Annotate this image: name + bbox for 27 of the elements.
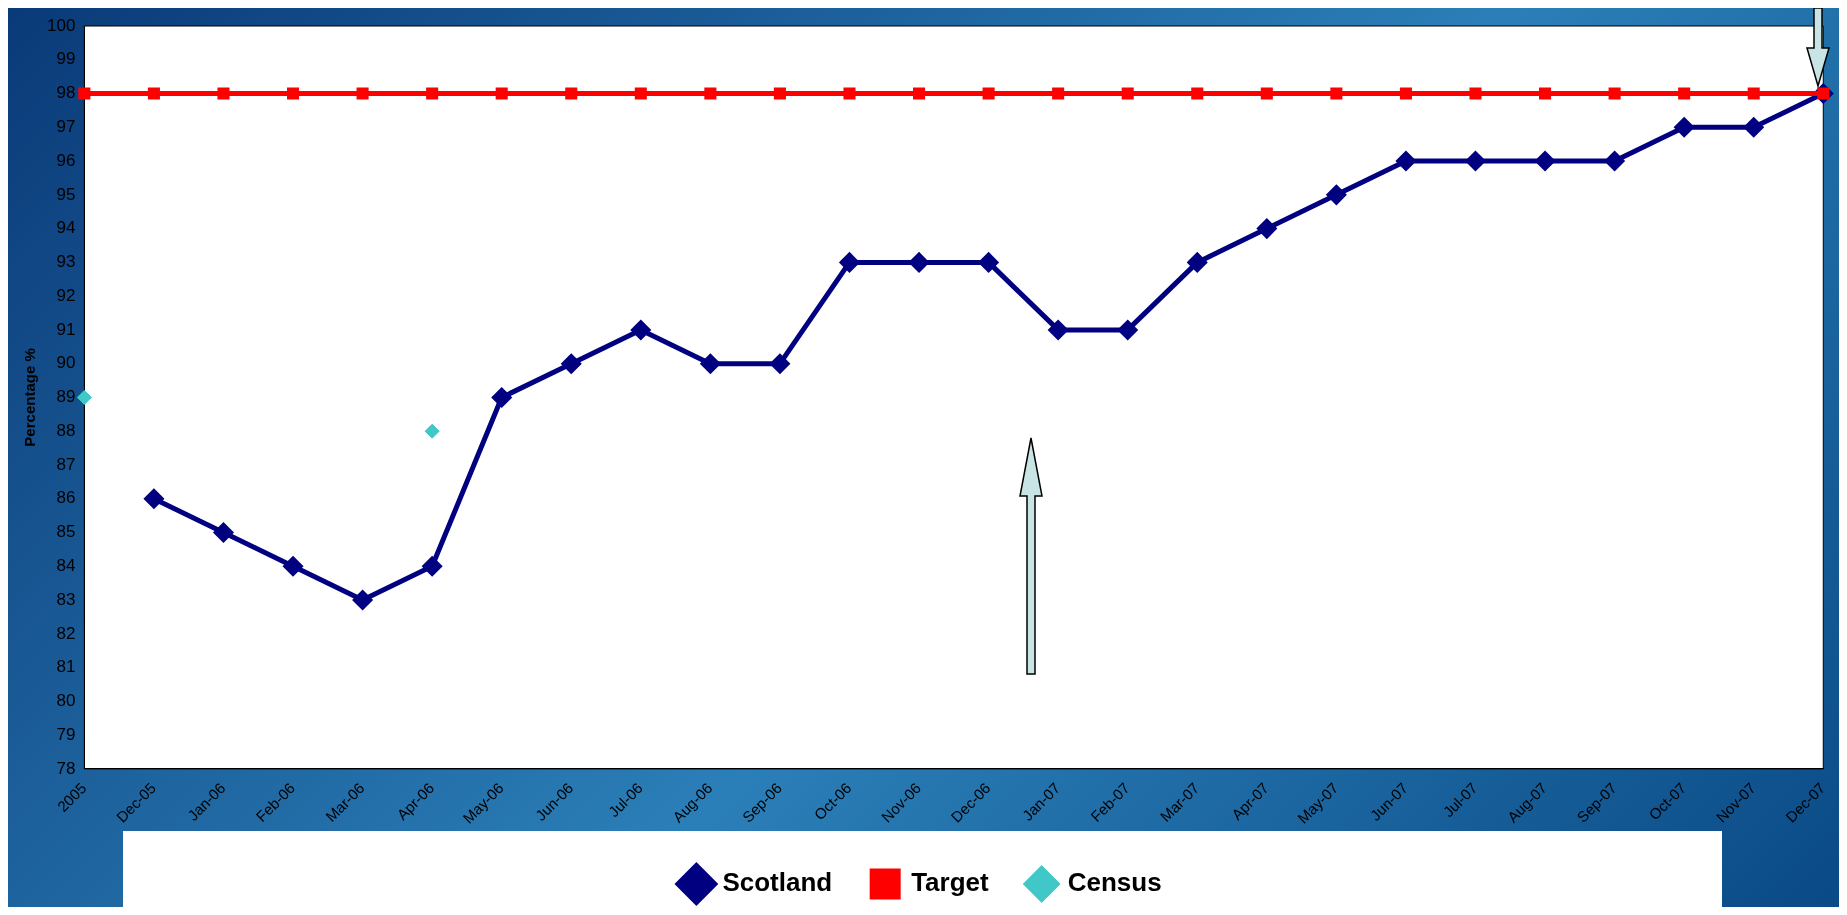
y-tick-label: 94: [56, 218, 76, 238]
y-tick-label: 80: [56, 691, 76, 711]
y-tick-label: 96: [56, 150, 76, 170]
y-tick-label: 82: [56, 623, 76, 643]
y-tick-label: 91: [56, 319, 76, 339]
legend-label: Scotland: [722, 867, 833, 898]
y-tick-label: 99: [56, 49, 76, 69]
y-tick-label: 86: [56, 488, 76, 508]
y-tick-label: 87: [56, 454, 76, 474]
legend-label: Target: [911, 867, 990, 898]
y-tick-label: 92: [56, 285, 76, 305]
y-tick-label: 78: [56, 758, 76, 778]
y-tick-label: 97: [56, 116, 76, 136]
y-tick-label: 100: [46, 15, 76, 35]
y-tick-label: 93: [56, 252, 76, 272]
y-tick-label: 81: [56, 657, 76, 677]
y-tick-label: 83: [56, 589, 76, 609]
y-tick-label: 89: [56, 387, 76, 407]
y-tick-label: 98: [56, 83, 76, 103]
y-tick-label: 95: [56, 184, 76, 204]
y-tick-label: 84: [56, 555, 76, 575]
y-tick-label: 90: [56, 353, 76, 373]
legend-label: Census: [1067, 867, 1162, 898]
y-axis-title: Percentage %: [21, 348, 39, 447]
y-tick-label: 88: [56, 420, 76, 440]
y-tick-label: 79: [56, 724, 76, 744]
y-tick-label: 85: [56, 522, 76, 542]
